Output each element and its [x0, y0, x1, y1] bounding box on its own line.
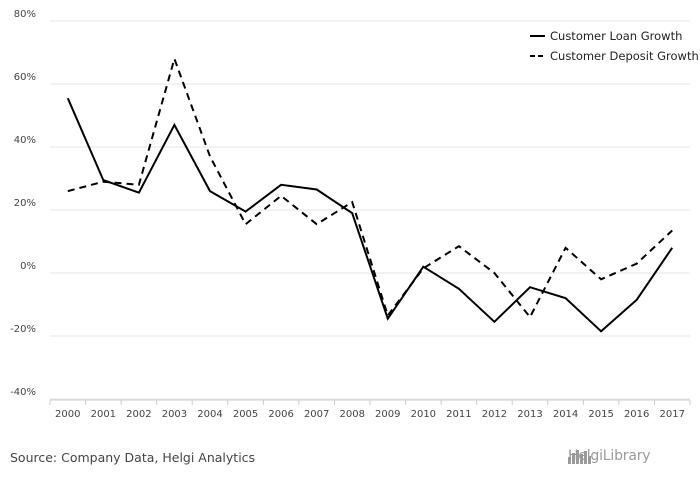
y-tick-label: -40%: [10, 387, 36, 398]
line-chart: -40%-20%0%20%40%60%80% 2000 2001 2002 2003 2…: [10, 9, 699, 420]
x-tick-label: 2010: [411, 409, 436, 420]
y-tick-label: 20%: [14, 198, 36, 209]
x-tick-label: 2012: [482, 409, 507, 420]
x-tick-label: 2000: [55, 409, 80, 420]
y-tick-label: 80%: [14, 9, 36, 20]
grid-lines: [50, 20, 690, 400]
series-line-customer-loan-growth: [66, 97, 674, 333]
series-layer: [66, 55, 674, 333]
x-tick-label: 2009: [375, 409, 400, 420]
x-tick-label: 2004: [197, 409, 222, 420]
x-tick-label: 2005: [233, 409, 258, 420]
x-tick-label: 2007: [304, 409, 329, 420]
x-tick-label: 2014: [553, 409, 578, 420]
x-tick-label: 2016: [624, 409, 649, 420]
y-tick-label: 60%: [14, 72, 36, 83]
x-axis: 2000 2001 2002 2003 2004 2005 2006 2007 2008 2009…: [49, 399, 691, 420]
y-tick-label: 40%: [14, 135, 36, 146]
x-tick-label: 2003: [162, 409, 187, 420]
x-tick-label: 2002: [126, 409, 151, 420]
legend: Customer Loan Growth Customer Deposit Gro…: [530, 29, 699, 63]
series-line-customer-deposit-growth: [67, 55, 673, 319]
legend-label: Customer Deposit Growth: [550, 49, 699, 63]
x-tick-label: 2008: [339, 409, 364, 420]
x-tick-label: 2011: [446, 409, 471, 420]
x-tick-label: 2006: [268, 409, 293, 420]
x-tick-label: 2013: [517, 409, 542, 420]
legend-label: Customer Loan Growth: [550, 29, 682, 43]
y-tick-label: 0%: [20, 261, 36, 272]
brand-logo: HelgiLibrary: [568, 448, 651, 464]
x-tick-label: 2017: [659, 409, 684, 420]
city-skyline-icon: [568, 450, 591, 464]
x-tick-label: 2015: [588, 409, 613, 420]
x-tick-label: 2001: [91, 409, 116, 420]
y-axis: -40% -20% 0% 20% 40% 60% 80%: [10, 9, 36, 398]
y-tick-label: -20%: [10, 324, 36, 335]
source-caption: Source: Company Data, Helgi Analytics: [10, 450, 256, 465]
